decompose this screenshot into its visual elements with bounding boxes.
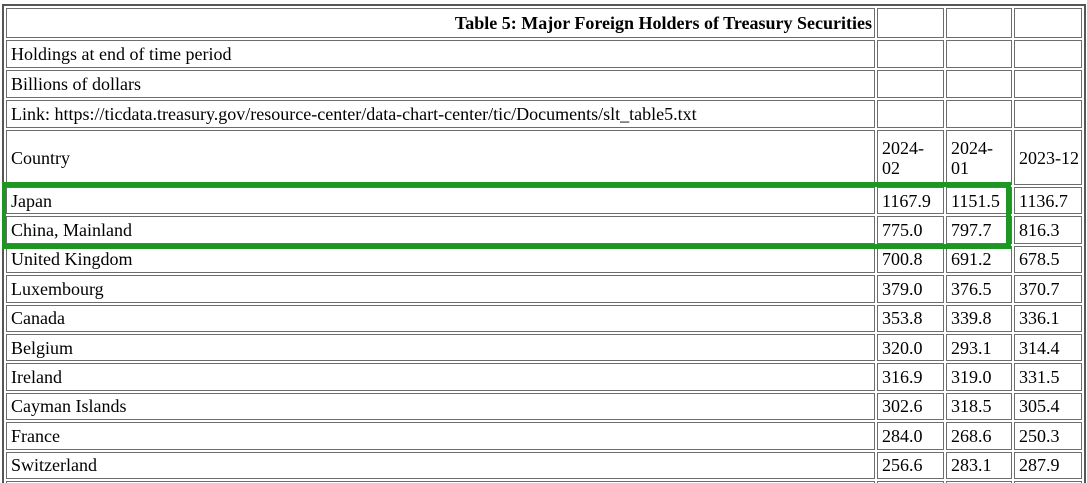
- value-cell: 691.2: [946, 245, 1012, 274]
- country-cell: France: [6, 422, 875, 450]
- value-cell: 283.1: [946, 451, 1012, 479]
- value-cell: 287.9: [1014, 451, 1082, 479]
- units-note: Billions of dollars: [6, 70, 875, 98]
- value-cell: 268.6: [946, 422, 1012, 450]
- value-cell: 339.8: [946, 304, 1012, 332]
- column-header-row: Country 2024-02 2024-01 2023-12: [6, 130, 1082, 185]
- empty-cell: [946, 100, 1012, 128]
- column-header-2024-02: 2024-02: [877, 130, 944, 185]
- table-row: China, Mainland 775.0 797.7 816.3: [6, 216, 1082, 244]
- country-cell: United Kingdom: [6, 245, 875, 274]
- value-cell: 336.1: [1014, 304, 1082, 332]
- holdings-note: Holdings at end of time period: [6, 40, 875, 68]
- table-header-block: Table 5: Major Foreign Holders of Treasu…: [6, 8, 1082, 185]
- empty-cell: [877, 480, 944, 483]
- source-link-text: Link: https://ticdata.treasury.gov/resou…: [6, 100, 875, 128]
- source-link-row: Link: https://ticdata.treasury.gov/resou…: [6, 100, 1082, 128]
- table-row: France 284.0 268.6 250.3: [6, 422, 1082, 450]
- table-row: United Kingdom 700.8 691.2 678.5: [6, 245, 1082, 274]
- holdings-note-row: Holdings at end of time period: [6, 40, 1082, 68]
- table-row: Cayman Islands 302.6 318.5 305.4: [6, 392, 1082, 421]
- empty-cell: [1014, 480, 1082, 483]
- empty-cell: [946, 8, 1012, 38]
- country-cell: Canada: [6, 304, 875, 332]
- value-cell: 1136.7: [1014, 187, 1082, 215]
- table-row: Belgium 320.0 293.1 314.4: [6, 333, 1082, 362]
- value-cell: 1167.9: [877, 187, 944, 215]
- table-viewport: Table 5: Major Foreign Holders of Treasu…: [2, 4, 1087, 483]
- value-cell: 700.8: [877, 245, 944, 274]
- empty-cell: [1014, 8, 1082, 38]
- country-cell: Cayman Islands: [6, 392, 875, 421]
- value-cell: 318.5: [946, 392, 1012, 421]
- empty-cell: [1014, 40, 1082, 68]
- country-cell: Luxembourg: [6, 275, 875, 303]
- units-note-row: Billions of dollars: [6, 70, 1082, 98]
- data-rows-block: Japan 1167.9 1151.5 1136.7 China, Mainla…: [6, 187, 1082, 479]
- value-cell: 1151.5: [946, 187, 1012, 215]
- value-cell: 379.0: [877, 275, 944, 303]
- partial-row: [6, 480, 1082, 483]
- country-cell: Japan: [6, 187, 875, 215]
- value-cell: 816.3: [1014, 216, 1082, 244]
- value-cell: 250.3: [1014, 422, 1082, 450]
- value-cell: 370.7: [1014, 275, 1082, 303]
- empty-cell: [877, 40, 944, 68]
- country-cell: Ireland: [6, 363, 875, 391]
- value-cell: 302.6: [877, 392, 944, 421]
- value-cell: 316.9: [877, 363, 944, 391]
- country-cell: China, Mainland: [6, 216, 875, 244]
- table-row: Japan 1167.9 1151.5 1136.7: [6, 187, 1082, 215]
- empty-cell: [946, 480, 1012, 483]
- title-row: Table 5: Major Foreign Holders of Treasu…: [6, 8, 1082, 38]
- empty-cell: [946, 40, 1012, 68]
- value-cell: 293.1: [946, 333, 1012, 362]
- column-header-2023-12: 2023-12: [1014, 130, 1082, 185]
- value-cell: 331.5: [1014, 363, 1082, 391]
- empty-cell: [1014, 70, 1082, 98]
- empty-cell: [877, 70, 944, 98]
- clipped-bottom-block: [6, 480, 1082, 483]
- column-header-country: Country: [6, 130, 875, 185]
- treasury-holders-table: Table 5: Major Foreign Holders of Treasu…: [2, 4, 1086, 483]
- empty-cell: [1014, 100, 1082, 128]
- value-cell: 256.6: [877, 451, 944, 479]
- column-header-2024-01: 2024-01: [946, 130, 1012, 185]
- country-cell: Switzerland: [6, 451, 875, 479]
- value-cell: 775.0: [877, 216, 944, 244]
- value-cell: 376.5: [946, 275, 1012, 303]
- table-title: Table 5: Major Foreign Holders of Treasu…: [6, 8, 875, 38]
- empty-cell: [877, 8, 944, 38]
- value-cell: 353.8: [877, 304, 944, 332]
- empty-cell: [946, 70, 1012, 98]
- value-cell: 284.0: [877, 422, 944, 450]
- value-cell: 319.0: [946, 363, 1012, 391]
- value-cell: 314.4: [1014, 333, 1082, 362]
- value-cell: 320.0: [877, 333, 944, 362]
- empty-cell: [6, 480, 875, 483]
- country-cell: Belgium: [6, 333, 875, 362]
- table-row: Switzerland 256.6 283.1 287.9: [6, 451, 1082, 479]
- value-cell: 678.5: [1014, 245, 1082, 274]
- empty-cell: [877, 100, 944, 128]
- table-row: Ireland 316.9 319.0 331.5: [6, 363, 1082, 391]
- table-row: Luxembourg 379.0 376.5 370.7: [6, 275, 1082, 303]
- value-cell: 797.7: [946, 216, 1012, 244]
- table-row: Canada 353.8 339.8 336.1: [6, 304, 1082, 332]
- value-cell: 305.4: [1014, 392, 1082, 421]
